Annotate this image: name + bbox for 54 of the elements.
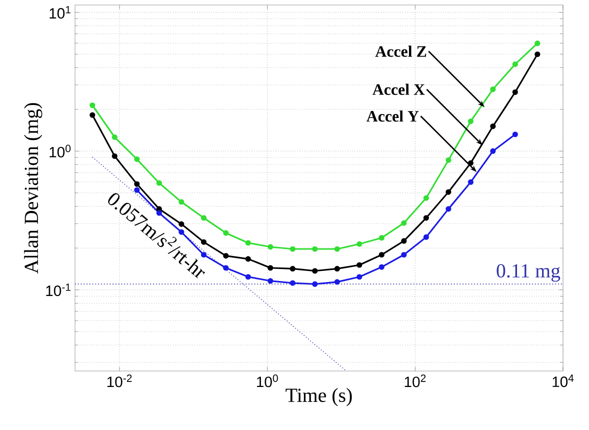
x-tick-label: 10$^{-2}$ <box>107 374 132 388</box>
annotation: Accel Y <box>366 110 419 122</box>
point <box>312 268 318 274</box>
point <box>90 112 96 118</box>
point <box>268 244 274 250</box>
point <box>512 61 518 68</box>
point <box>468 160 474 166</box>
point <box>401 238 407 244</box>
point <box>490 123 496 130</box>
x-tick-label: 10$^{0}$ <box>257 374 278 388</box>
point <box>134 181 140 187</box>
point <box>334 246 340 252</box>
point <box>223 252 229 259</box>
point <box>245 240 251 246</box>
point <box>446 189 452 195</box>
point <box>223 230 229 236</box>
point <box>312 246 318 252</box>
point <box>156 180 162 186</box>
point <box>112 153 118 159</box>
point <box>512 89 518 95</box>
x-tick-label: 10$^{4}$ <box>552 374 574 388</box>
point <box>334 266 340 272</box>
point <box>534 51 540 58</box>
y-tick-label: 10$^{-1}$ <box>46 284 70 296</box>
point <box>446 157 452 163</box>
point <box>423 215 429 221</box>
point <box>134 156 140 162</box>
x-tick-label: 10$^{2}$ <box>404 374 426 388</box>
point <box>468 118 474 124</box>
point <box>378 235 384 241</box>
annotation: Accel X <box>372 84 425 95</box>
ref-line-label: 0.11 mg <box>496 264 560 282</box>
y-tick-label: 10$^{1}$ <box>50 6 70 19</box>
annotation: Accel Z <box>375 46 426 57</box>
point <box>178 199 184 205</box>
point <box>378 252 384 258</box>
point <box>268 265 274 271</box>
point <box>423 195 429 201</box>
point <box>112 134 118 140</box>
point <box>401 220 407 226</box>
point <box>200 239 207 245</box>
point <box>356 262 362 268</box>
point <box>290 266 296 272</box>
point <box>245 256 251 262</box>
point <box>356 241 362 247</box>
y-tick-label: 10$^{0}$ <box>50 144 71 158</box>
point <box>490 86 496 92</box>
point <box>178 221 184 227</box>
point <box>200 215 207 221</box>
y-axis-title: Allan Deviation (mg) <box>24 103 42 274</box>
point <box>90 102 96 108</box>
point <box>534 40 540 46</box>
x-axis-title: Time (s) <box>286 388 352 406</box>
point <box>290 246 296 252</box>
